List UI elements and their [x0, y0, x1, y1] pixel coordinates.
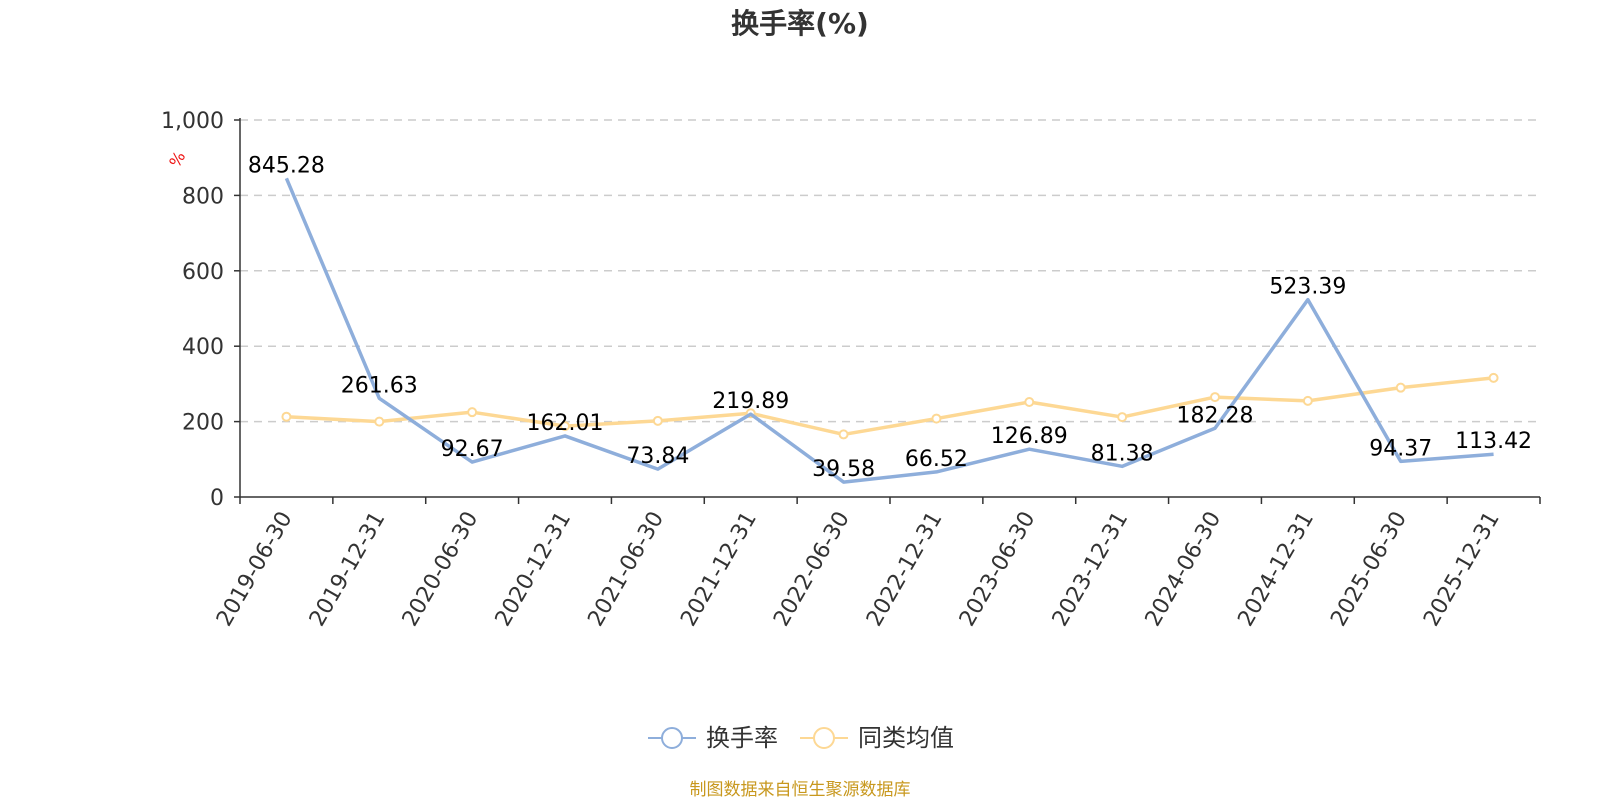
- data-label: 182.28: [1177, 403, 1254, 428]
- data-label: 126.89: [991, 424, 1068, 449]
- x-tick-label: 2021-12-31: [676, 508, 762, 631]
- x-tick-label: 2019-06-30: [212, 508, 298, 631]
- x-tick-label: 2025-12-31: [1419, 508, 1505, 631]
- series-point: [838, 429, 849, 440]
- y-axis-unit: %: [165, 148, 189, 171]
- y-tick-label: 800: [182, 184, 224, 209]
- data-label: 219.89: [712, 389, 789, 414]
- data-label: 92.67: [441, 437, 504, 462]
- data-label: 845.28: [248, 153, 325, 178]
- chart-title: 换手率(%): [731, 7, 869, 40]
- x-tick-label: 2025-06-30: [1326, 508, 1412, 631]
- y-tick-label: 600: [182, 260, 224, 285]
- data-label: 39.58: [812, 457, 875, 482]
- x-tick-label: 2020-06-30: [398, 507, 484, 630]
- x-tick-label: 2024-06-30: [1141, 508, 1227, 631]
- series-point: [1302, 395, 1313, 406]
- y-tick-label: 0: [210, 486, 224, 511]
- data-label: 73.84: [626, 444, 689, 469]
- series-point: [1210, 392, 1220, 403]
- data-label: 94.37: [1369, 436, 1432, 461]
- legend: 换手率 同类均值: [648, 724, 954, 752]
- y-tick-label: 200: [182, 411, 224, 436]
- series-line-0: [284, 177, 1494, 484]
- data-labels: 845.28 261.63 92.67 162.01 73.84 219.89 39.58 6…: [248, 153, 1532, 482]
- series-point: [1024, 396, 1035, 407]
- data-source-note: 制图数据来自恒生聚源数据库: [690, 780, 911, 800]
- data-label: 113.42: [1455, 429, 1532, 454]
- series-point: [467, 407, 478, 418]
- x-tick-label: 2020-12-31: [491, 508, 577, 631]
- x-tick-label: 2022-12-31: [862, 508, 948, 631]
- y-tick-label: 400: [182, 335, 224, 360]
- data-label: 66.52: [905, 447, 968, 472]
- x-tick-label: 2023-12-31: [1048, 508, 1134, 631]
- series-layer: [281, 177, 1499, 484]
- series-line-1: [286, 376, 1494, 437]
- series-point: [1395, 382, 1406, 393]
- series-point: [1117, 412, 1128, 423]
- series-point: [281, 411, 292, 422]
- series-point: [931, 413, 942, 424]
- x-tick-label: 2023-06-30: [955, 508, 1041, 631]
- series-point: [1488, 372, 1499, 383]
- data-label: 162.01: [527, 411, 604, 436]
- series-point: [374, 416, 385, 427]
- x-tick-label: 2024-12-31: [1233, 508, 1319, 631]
- data-label: 81.38: [1091, 441, 1154, 466]
- series-point: [652, 415, 663, 426]
- legend-swatch-marker-peer-avg: [813, 727, 835, 749]
- data-label: 523.39: [1269, 275, 1346, 300]
- x-tick-label: 2021-06-30: [583, 508, 669, 631]
- data-label: 261.63: [341, 373, 418, 398]
- x-tick-label: 2019-12-31: [305, 508, 391, 631]
- x-tick-label: 2022-06-30: [769, 508, 855, 631]
- legend-label-peer-avg: 同类均值: [858, 724, 954, 752]
- legend-swatch-marker-turnover: [661, 727, 683, 749]
- grid-lines: [240, 119, 1540, 423]
- y-tick-label: 1,000: [161, 109, 224, 134]
- series-point: [560, 421, 570, 432]
- legend-label-turnover: 换手率: [706, 724, 778, 752]
